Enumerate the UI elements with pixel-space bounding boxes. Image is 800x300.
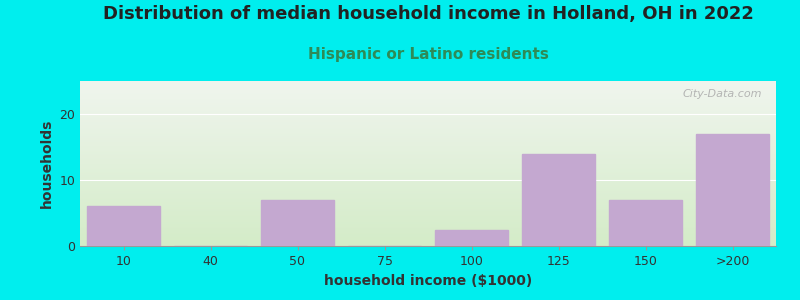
- Bar: [609, 200, 682, 246]
- Text: Distribution of median household income in Holland, OH in 2022: Distribution of median household income …: [102, 4, 754, 22]
- Bar: [434, 230, 509, 246]
- Text: City-Data.com: City-Data.com: [682, 89, 762, 99]
- Text: Hispanic or Latino residents: Hispanic or Latino residents: [307, 46, 549, 62]
- X-axis label: household income ($1000): household income ($1000): [324, 274, 532, 288]
- Bar: [86, 206, 161, 246]
- Y-axis label: households: households: [40, 119, 54, 208]
- Bar: [261, 200, 334, 246]
- Bar: [695, 134, 770, 246]
- Bar: [522, 154, 595, 246]
